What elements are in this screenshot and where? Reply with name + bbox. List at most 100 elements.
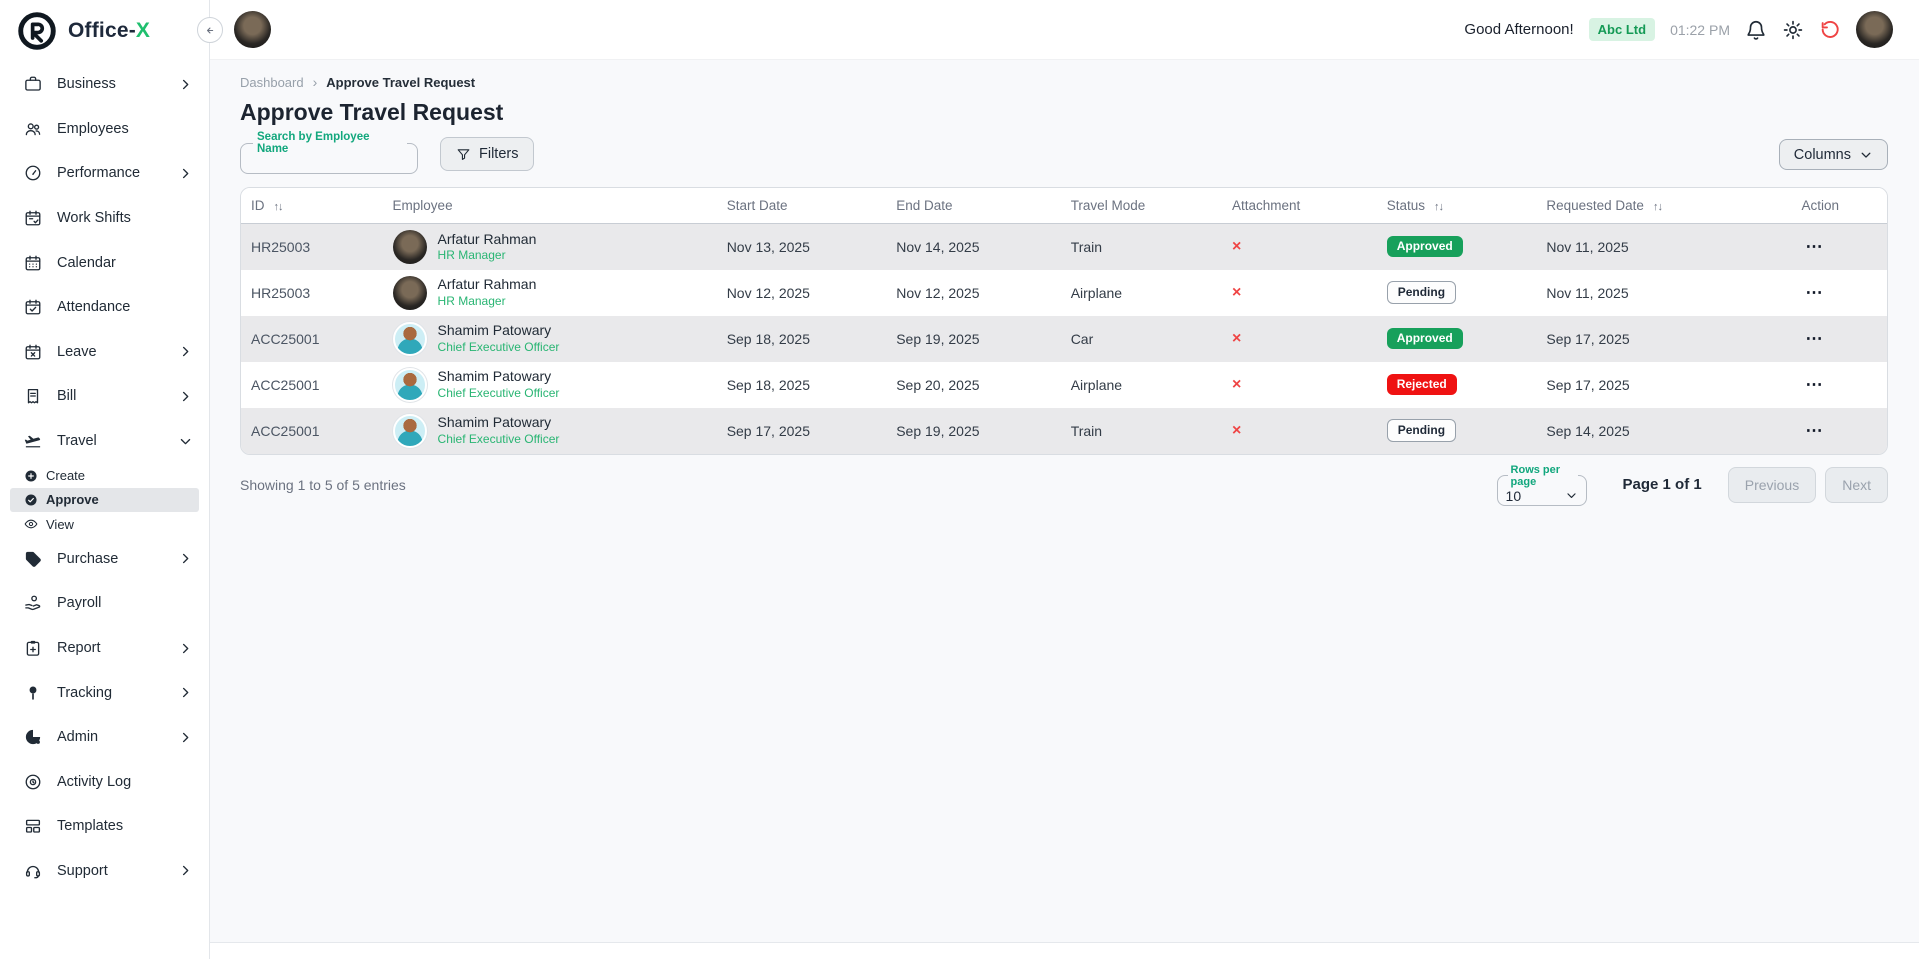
row-actions-button[interactable]: ⋯ xyxy=(1801,236,1827,257)
sort-icon: ↑↓ xyxy=(1433,201,1444,213)
eye-icon xyxy=(24,517,38,531)
sidebar-item-templates[interactable]: Templates xyxy=(0,804,209,849)
user-avatar[interactable] xyxy=(234,11,271,48)
column-header-requested-date[interactable]: Requested Date ↑↓ xyxy=(1536,188,1792,224)
sidebar-item-purchase[interactable]: Purchase xyxy=(0,537,209,582)
cell-travel-mode: Train xyxy=(1070,422,1103,439)
sidebar-item-leave[interactable]: Leave xyxy=(0,330,209,375)
logout-icon[interactable] xyxy=(1819,19,1841,41)
calendar-shift-icon xyxy=(24,209,42,227)
chevron-right-icon xyxy=(178,389,193,404)
activity-dial-icon xyxy=(24,773,42,791)
column-header-status[interactable]: Status ↑↓ xyxy=(1376,188,1537,224)
calendar-icon xyxy=(24,254,42,272)
cell-requested-date: Sep 17, 2025 xyxy=(1546,376,1630,393)
clipboard-icon xyxy=(24,639,42,657)
sidebar-item-admin[interactable]: Admin xyxy=(0,715,209,760)
employee-name: Arfatur Rahman xyxy=(437,230,537,247)
hand-coins-icon xyxy=(24,594,42,612)
sidebar-subitem-travel-approve[interactable]: Approve xyxy=(10,487,199,513)
next-page-button[interactable]: Next xyxy=(1825,466,1888,503)
breadcrumb-separator: › xyxy=(312,74,318,90)
row-actions-button[interactable]: ⋯ xyxy=(1801,328,1827,349)
brand-name: Office-X xyxy=(68,19,151,42)
cell-id: ACC25001 xyxy=(251,330,320,347)
sidebar-item-work-shifts[interactable]: Work Shifts xyxy=(0,196,209,241)
employee-avatar xyxy=(392,367,427,402)
users-icon xyxy=(24,120,42,138)
notifications-bell-icon[interactable] xyxy=(1745,19,1767,41)
cell-start-date: Nov 12, 2025 xyxy=(726,284,810,301)
cell-end-date: Nov 14, 2025 xyxy=(896,238,980,255)
sort-icon: ↑↓ xyxy=(273,201,284,213)
settings-gear-icon[interactable] xyxy=(1782,19,1804,41)
employee-name: Shamim Patowary xyxy=(437,368,552,385)
calendar-check-icon xyxy=(24,298,42,316)
breadcrumb-dashboard-link[interactable]: Dashboard xyxy=(240,74,304,90)
cell-end-date: Sep 20, 2025 xyxy=(896,376,980,393)
table-row: ACC25001 Shamim Patowary Chief Executive … xyxy=(241,407,1887,454)
sidebar-item-payroll[interactable]: Payroll xyxy=(0,581,209,626)
greeting-text: Good Afternoon! xyxy=(1464,21,1574,38)
attachment-missing-icon: × xyxy=(1231,375,1242,393)
funnel-icon xyxy=(457,148,470,160)
employee-avatar xyxy=(392,229,427,264)
sidebar-item-activity-log[interactable]: Activity Log xyxy=(0,759,209,804)
sidebar-item-performance[interactable]: Performance xyxy=(0,151,209,196)
entries-summary: Showing 1 to 5 of 5 entries xyxy=(240,476,406,493)
columns-button[interactable]: Columns xyxy=(1778,139,1888,170)
sidebar-item-employees[interactable]: Employees xyxy=(0,107,209,152)
cell-requested-date: Nov 11, 2025 xyxy=(1546,238,1629,255)
search-input[interactable] xyxy=(251,155,407,175)
column-header-id[interactable]: ID ↑↓ xyxy=(241,188,383,224)
search-field-label: Search by Employee Name xyxy=(257,131,370,155)
sidebar-subitem-travel-create[interactable]: Create xyxy=(10,463,199,487)
sidebar-item-business[interactable]: Business xyxy=(0,62,209,107)
company-badge[interactable]: Abc Ltd xyxy=(1588,18,1656,41)
topbar: Good Afternoon! Abc Ltd 01:22 PM xyxy=(210,0,1919,60)
employee-role: Chief Executive Officer xyxy=(437,431,560,446)
employee-avatar xyxy=(392,321,427,356)
profile-avatar[interactable] xyxy=(1856,11,1893,48)
filters-button[interactable]: Filters xyxy=(440,137,535,171)
chevron-right-icon xyxy=(178,641,193,656)
sidebar-item-report[interactable]: Report xyxy=(0,626,209,671)
sidebar-subitem-travel-view[interactable]: View xyxy=(10,512,199,536)
calendar-x-icon xyxy=(24,343,42,361)
cell-start-date: Sep 18, 2025 xyxy=(726,330,810,347)
status-badge: Approved xyxy=(1386,236,1463,258)
table-footer: Showing 1 to 5 of 5 entries Rows per pag… xyxy=(240,463,1888,506)
sidebar-item-travel[interactable]: Travel xyxy=(0,419,209,464)
sidebar-item-tracking[interactable]: Tracking xyxy=(0,670,209,715)
previous-page-button[interactable]: Previous xyxy=(1727,466,1817,503)
row-actions-button[interactable]: ⋯ xyxy=(1801,374,1827,395)
arrow-left-icon xyxy=(206,27,213,33)
column-header-attachment: Attachment xyxy=(1221,188,1377,224)
employee-avatar xyxy=(392,275,427,310)
check-circle-icon xyxy=(24,493,38,507)
plus-circle-icon xyxy=(24,469,38,483)
clock-text: 01:22 PM xyxy=(1670,21,1730,38)
sidebar-collapse-button[interactable] xyxy=(197,17,223,43)
status-badge: Pending xyxy=(1386,280,1457,305)
breadcrumb-current: Approve Travel Request xyxy=(326,74,476,90)
cell-start-date: Nov 13, 2025 xyxy=(726,238,810,255)
column-header-end-date: End Date xyxy=(886,188,1061,224)
row-actions-button[interactable]: ⋯ xyxy=(1801,420,1827,441)
sidebar-item-support[interactable]: Support xyxy=(0,849,209,894)
sidebar-item-attendance[interactable]: Attendance xyxy=(0,285,209,330)
page-info: Page 1 of 1 xyxy=(1622,476,1702,493)
brand-logo: Office-X xyxy=(0,0,209,62)
rows-per-page-select[interactable]: 10 xyxy=(1505,487,1578,504)
employee-search-field: Search by Employee Name xyxy=(240,131,418,175)
table-header-row: ID ↑↓ Employee Start Date End Date Travel… xyxy=(241,188,1887,224)
sidebar-item-calendar[interactable]: Calendar xyxy=(0,240,209,285)
cell-requested-date: Sep 14, 2025 xyxy=(1546,422,1630,439)
sidebar-item-bill[interactable]: Bill xyxy=(0,374,209,419)
column-header-start-date: Start Date xyxy=(716,188,887,224)
rows-per-page-field: Rows per page 10 xyxy=(1496,463,1587,506)
sort-icon: ↑↓ xyxy=(1652,201,1663,213)
row-actions-button[interactable]: ⋯ xyxy=(1801,282,1827,303)
table-row: ACC25001 Shamim Patowary Chief Executive … xyxy=(241,315,1887,362)
chevron-right-icon xyxy=(178,730,193,745)
